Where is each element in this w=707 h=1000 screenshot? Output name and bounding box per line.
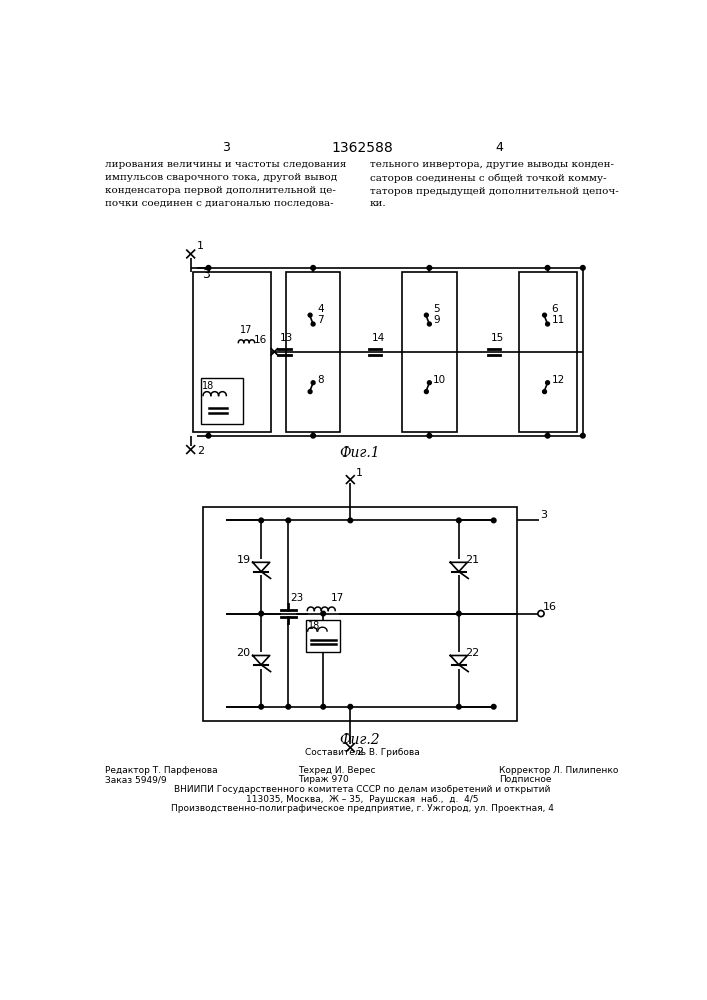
Text: тельного инвертора, другие выводы конден-
саторов соединены с общей точкой комму: тельного инвертора, другие выводы конден… xyxy=(370,160,619,208)
Text: 6: 6 xyxy=(551,304,558,314)
Circle shape xyxy=(427,433,432,438)
Circle shape xyxy=(580,433,585,438)
Text: Подписное: Подписное xyxy=(499,775,551,784)
Bar xyxy=(201,378,243,424)
Text: 18: 18 xyxy=(308,621,320,631)
Circle shape xyxy=(491,704,496,709)
Circle shape xyxy=(321,611,325,616)
Text: 16: 16 xyxy=(253,335,267,345)
Text: 7: 7 xyxy=(317,315,324,325)
Circle shape xyxy=(311,266,315,270)
Text: Тираж 970: Тираж 970 xyxy=(298,775,349,784)
Text: Фиг.1: Фиг.1 xyxy=(339,446,380,460)
Text: 5: 5 xyxy=(433,304,440,314)
Circle shape xyxy=(457,704,461,709)
Text: 21: 21 xyxy=(465,555,479,565)
Bar xyxy=(193,272,271,432)
Circle shape xyxy=(542,390,547,394)
Circle shape xyxy=(348,704,353,709)
Text: 20: 20 xyxy=(236,648,250,658)
Circle shape xyxy=(545,266,550,270)
Text: 4: 4 xyxy=(495,141,503,154)
Circle shape xyxy=(321,704,325,709)
Bar xyxy=(203,507,517,721)
Text: 14: 14 xyxy=(372,333,385,343)
Text: 16: 16 xyxy=(542,602,556,612)
Text: 3: 3 xyxy=(540,510,547,520)
Circle shape xyxy=(545,433,550,438)
Text: 11: 11 xyxy=(551,315,565,325)
Circle shape xyxy=(259,704,264,709)
Text: 3: 3 xyxy=(221,141,230,154)
Circle shape xyxy=(428,381,431,385)
Text: 1: 1 xyxy=(356,468,363,478)
Circle shape xyxy=(348,518,353,523)
Text: 18: 18 xyxy=(202,381,214,391)
Circle shape xyxy=(457,611,461,616)
Bar xyxy=(402,272,457,432)
Text: Фиг.2: Фиг.2 xyxy=(339,733,380,747)
Text: 22: 22 xyxy=(465,648,479,658)
Circle shape xyxy=(286,518,291,523)
Text: 2: 2 xyxy=(197,446,204,456)
Text: 17: 17 xyxy=(331,593,344,603)
Circle shape xyxy=(546,381,549,385)
Circle shape xyxy=(206,433,211,438)
Text: Корректор Л. Пилипенко: Корректор Л. Пилипенко xyxy=(499,766,619,775)
Circle shape xyxy=(428,322,431,326)
Circle shape xyxy=(206,266,211,270)
Circle shape xyxy=(311,381,315,385)
Text: 17: 17 xyxy=(240,325,252,335)
Text: Составитель В. Грибова: Составитель В. Грибова xyxy=(305,748,419,757)
Circle shape xyxy=(286,704,291,709)
Text: 9: 9 xyxy=(433,315,440,325)
Text: Заказ 5949/9: Заказ 5949/9 xyxy=(105,775,167,784)
Bar xyxy=(306,620,340,652)
Circle shape xyxy=(311,433,315,438)
Text: 12: 12 xyxy=(551,375,565,385)
Text: ВНИИПИ Государственного комитета СССР по делам изобретений и открытий: ВНИИПИ Государственного комитета СССР по… xyxy=(174,785,550,794)
Text: Производственно-полиграфическое предприятие, г. Ужгород, ул. Проектная, 4: Производственно-полиграфическое предприя… xyxy=(170,804,554,813)
Circle shape xyxy=(308,313,312,317)
Circle shape xyxy=(542,313,547,317)
Text: 1: 1 xyxy=(197,241,204,251)
Circle shape xyxy=(259,518,264,523)
Circle shape xyxy=(424,390,428,394)
Bar xyxy=(286,272,340,432)
Circle shape xyxy=(491,518,496,523)
Text: 10: 10 xyxy=(433,375,446,385)
Text: 13: 13 xyxy=(280,333,293,343)
Circle shape xyxy=(457,518,461,523)
Text: 2: 2 xyxy=(356,747,363,757)
Circle shape xyxy=(427,266,432,270)
Text: 23: 23 xyxy=(290,593,303,603)
Text: 8: 8 xyxy=(317,375,324,385)
Circle shape xyxy=(311,322,315,326)
Text: 1362588: 1362588 xyxy=(331,141,393,155)
Circle shape xyxy=(546,322,549,326)
Circle shape xyxy=(308,390,312,394)
Circle shape xyxy=(259,611,264,616)
Text: 15: 15 xyxy=(491,333,504,343)
Text: 19: 19 xyxy=(236,555,250,565)
Text: 3: 3 xyxy=(202,268,210,281)
Text: Техред И. Верес: Техред И. Верес xyxy=(298,766,375,775)
Text: 4: 4 xyxy=(317,304,324,314)
Circle shape xyxy=(580,266,585,270)
Text: 113035, Москва,  Ж – 35,  Раушская  наб.,  д.  4/5: 113035, Москва, Ж – 35, Раушская наб., д… xyxy=(246,795,478,804)
Text: Редактор Т. Парфенова: Редактор Т. Парфенова xyxy=(105,766,218,775)
Circle shape xyxy=(424,313,428,317)
Bar xyxy=(518,272,577,432)
Text: лирования величины и частоты следования
импульсов сварочного тока, другой вывод
: лирования величины и частоты следования … xyxy=(105,160,347,208)
